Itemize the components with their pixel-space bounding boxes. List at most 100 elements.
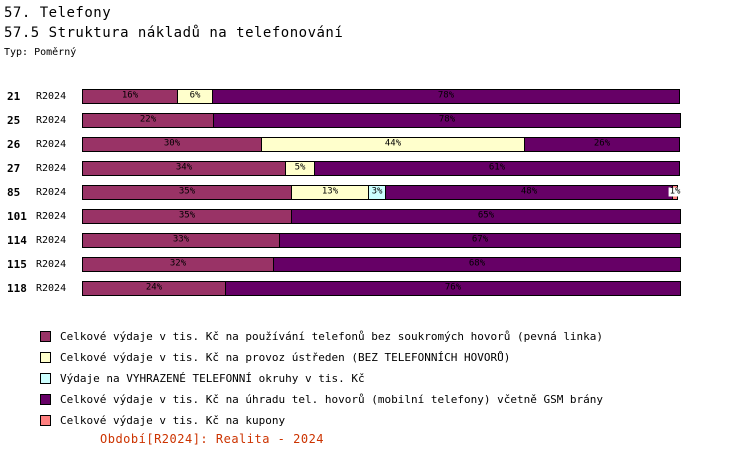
segment-value-label: 35% <box>178 210 196 221</box>
segment-value-label: 61% <box>488 162 506 173</box>
segment-value-label: 48% <box>520 186 538 197</box>
row-label: 101 R2024 <box>0 210 82 223</box>
stacked-bar: 33% 67% <box>82 232 682 248</box>
chart-row: 118 R2024 24% 76% <box>0 276 750 300</box>
period-label: R2024 <box>36 114 67 126</box>
legend-swatch <box>40 331 51 342</box>
stacked-bar: 35% 13% 3% 48% 1% <box>82 184 682 200</box>
bar-segment: 13% <box>291 184 369 200</box>
segment-value-label: 26% <box>593 138 611 149</box>
bar-segment: 3% <box>368 184 386 200</box>
segment-value-label: 30% <box>163 138 181 149</box>
bar-segment: 61% <box>314 160 680 176</box>
category-label: 101 <box>7 209 27 223</box>
legend-label: Celkové výdaje v tis. Kč na úhradu tel. … <box>60 393 604 406</box>
chart-row: 101 R2024 35% 65% <box>0 204 750 228</box>
bar-segment: 22% <box>82 112 214 128</box>
legend-item: Celkové výdaje v tis. Kč na provoz ústře… <box>40 347 603 368</box>
segment-value-label: 67% <box>471 234 489 245</box>
bar-segment: 1% <box>668 184 682 200</box>
segment-value-label: 65% <box>477 210 495 221</box>
row-label: 26 R2024 <box>0 138 82 151</box>
chart-row: 27 R2024 34% 5% 61% <box>0 156 750 180</box>
row-label: 27 R2024 <box>0 162 82 175</box>
stacked-bar: 16% 6% 78% <box>82 88 682 104</box>
stacked-bar: 35% 65% <box>82 208 682 224</box>
period-label: R2024 <box>36 162 67 174</box>
segment-value-label: 16% <box>121 90 139 101</box>
category-label: 26 <box>7 137 21 151</box>
segment-value-label: 5% <box>294 162 306 173</box>
stacked-bar: 32% 68% <box>82 256 682 272</box>
bar-segment: 24% <box>82 280 226 296</box>
bar-segment: 34% <box>82 160 286 176</box>
chart-row: 26 R2024 30% 44% 26% <box>0 132 750 156</box>
segment-value-label: 78% <box>437 90 455 101</box>
legend-label: Celkové výdaje v tis. Kč na provoz ústře… <box>60 351 511 364</box>
legend-label: Výdaje na VYHRAZENÉ TELEFONNÍ okruhy v t… <box>60 372 365 385</box>
segment-value-label: 3% <box>371 186 383 197</box>
category-label: 115 <box>7 257 27 271</box>
bar-segment: 78% <box>212 88 680 104</box>
report-subtitle: 57.5 Struktura nákladů na telefonování <box>4 25 344 41</box>
bar-segment: 5% <box>285 160 315 176</box>
stacked-bar: 30% 44% 26% <box>82 136 682 152</box>
row-label: 114 R2024 <box>0 234 82 247</box>
bar-segment: 44% <box>261 136 525 152</box>
bar-segment: 35% <box>82 208 292 224</box>
bar-segment: 68% <box>273 256 681 272</box>
legend-item: Celkové výdaje v tis. Kč na používání te… <box>40 326 603 347</box>
segment-value-label: 22% <box>139 114 157 125</box>
segment-value-label: 44% <box>384 138 402 149</box>
category-label: 85 <box>7 185 21 199</box>
bar-segment: 67% <box>279 232 681 248</box>
period-label: R2024 <box>36 258 67 270</box>
bar-segment: 65% <box>291 208 681 224</box>
segment-value-label: 78% <box>438 114 456 125</box>
segment-value-label: 32% <box>169 258 187 269</box>
segment-value-label: 68% <box>468 258 486 269</box>
segment-value-label: 33% <box>172 234 190 245</box>
chart-legend: Celkové výdaje v tis. Kč na používání te… <box>40 326 603 431</box>
category-label: 114 <box>7 233 27 247</box>
bar-segment: 35% <box>82 184 292 200</box>
bar-segment: 78% <box>213 112 681 128</box>
period-label: R2024 <box>36 210 67 222</box>
bar-segment: 16% <box>82 88 178 104</box>
stacked-bar-chart: 21 R2024 16% 6% 78% 25 R2024 22% 78% 26 R2024 30% 44… <box>0 84 750 300</box>
bar-segment: 76% <box>225 280 681 296</box>
category-label: 21 <box>7 89 21 103</box>
segment-value-label: 6% <box>189 90 201 101</box>
segment-value-label: 13% <box>321 186 339 197</box>
row-label: 85 R2024 <box>0 186 82 199</box>
report-header: 57. Telefony 57.5 Struktura nákladů na t… <box>4 3 343 61</box>
chart-row: 115 R2024 32% 68% <box>0 252 750 276</box>
row-label: 115 R2024 <box>0 258 82 271</box>
bar-segment: 48% <box>385 184 673 200</box>
stacked-bar: 24% 76% <box>82 280 682 296</box>
legend-item: Výdaje na VYHRAZENÉ TELEFONNÍ okruhy v t… <box>40 368 603 389</box>
legend-label: Celkové výdaje v tis. Kč na kupony <box>60 414 286 427</box>
period-footer: Období[R2024]: Realita - 2024 <box>100 432 325 446</box>
segment-value-label: 1% <box>668 186 682 197</box>
category-label: 27 <box>7 161 21 175</box>
chart-row: 85 R2024 35% 13% 3% 48% 1% <box>0 180 750 204</box>
legend-item: Celkové výdaje v tis. Kč na kupony <box>40 410 603 431</box>
stacked-bar: 22% 78% <box>82 112 682 128</box>
chart-row: 114 R2024 33% 67% <box>0 228 750 252</box>
legend-swatch <box>40 394 51 405</box>
period-label: R2024 <box>36 90 67 102</box>
legend-swatch <box>40 373 51 384</box>
stacked-bar: 34% 5% 61% <box>82 160 682 176</box>
legend-swatch <box>40 415 51 426</box>
segment-value-label: 24% <box>145 282 163 293</box>
bar-segment: 6% <box>177 88 213 104</box>
report-title: 57. Telefony <box>4 5 112 21</box>
category-label: 25 <box>7 113 21 127</box>
period-label: R2024 <box>36 234 67 246</box>
chart-row: 21 R2024 16% 6% 78% <box>0 84 750 108</box>
period-label: R2024 <box>36 186 67 198</box>
legend-label: Celkové výdaje v tis. Kč na používání te… <box>60 330 604 343</box>
period-label: R2024 <box>36 282 67 294</box>
